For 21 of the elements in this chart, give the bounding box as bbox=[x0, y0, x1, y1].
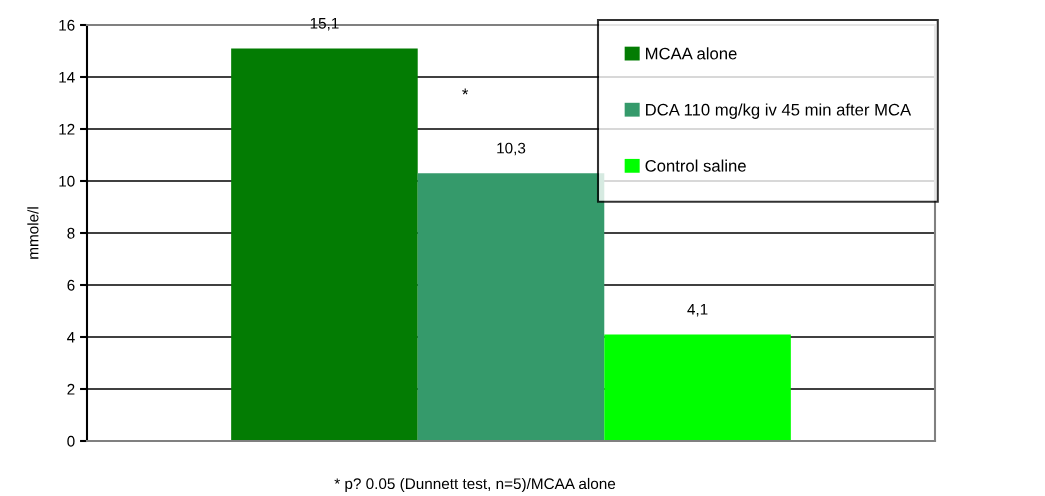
annotation: * bbox=[462, 88, 469, 95]
y-tick-label: 12 bbox=[59, 123, 75, 135]
data-label: 10,3 bbox=[497, 142, 526, 156]
text: * p? 0.05 (Dunnett test, n=5)/MCAA alone bbox=[334, 477, 616, 493]
legend-label: MCAA alone bbox=[646, 47, 737, 60]
y-tick-label: 14 bbox=[59, 72, 75, 83]
y-tick-label: 6 bbox=[67, 279, 75, 291]
legend-label: DCA 110 mg/kg iv 45 min after MCA bbox=[646, 103, 912, 119]
legend-label: Control saline bbox=[645, 159, 746, 172]
y-tick-label: 0 bbox=[67, 435, 75, 447]
y-tick-label: 10 bbox=[59, 175, 75, 187]
y-tick-label: 2 bbox=[67, 383, 75, 395]
data-label: 15,1 bbox=[310, 18, 339, 31]
y-tick-label: 8 bbox=[67, 227, 75, 239]
y-tick-label: 4 bbox=[67, 332, 75, 343]
y-tick-label: 16 bbox=[59, 19, 75, 31]
bar bbox=[231, 48, 418, 441]
y-axis-title: mmole/l bbox=[27, 207, 39, 259]
bar bbox=[417, 173, 605, 441]
data-label: 4,1 bbox=[687, 304, 708, 317]
bar bbox=[604, 334, 791, 441]
